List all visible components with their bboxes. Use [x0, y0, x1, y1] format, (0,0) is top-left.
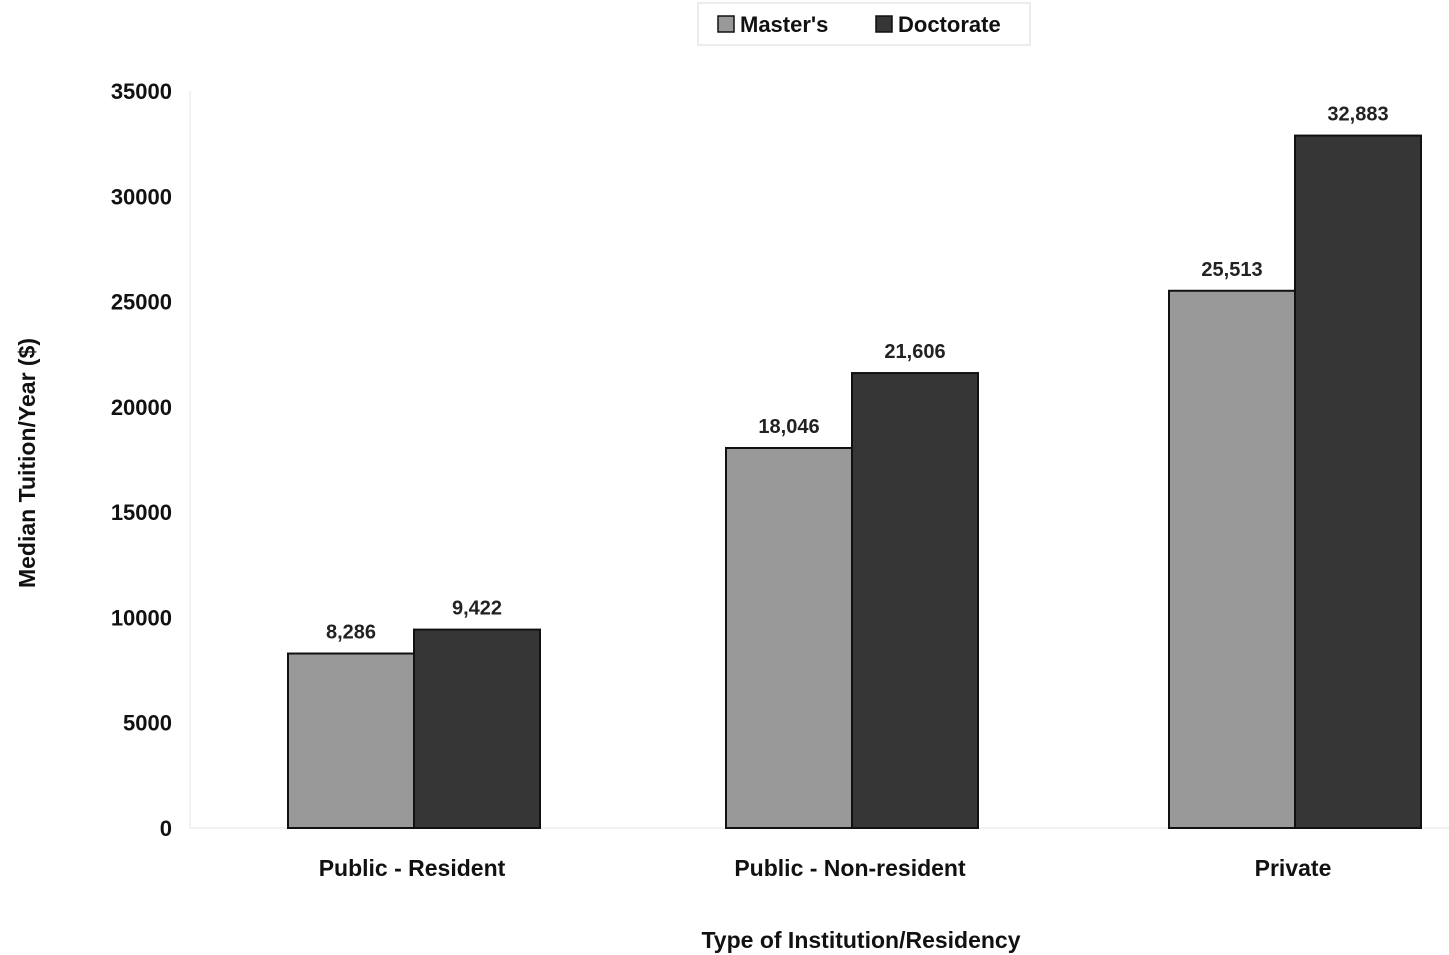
- x-axis-title: Type of Institution/Residency: [701, 927, 1020, 953]
- bar-masters: [287, 652, 415, 829]
- data-label-masters: 18,046: [758, 416, 819, 438]
- y-axis-ticks: 0 5000 10000 15000 20000 25000 30000 35000: [111, 79, 172, 841]
- bar-doctorate: [413, 628, 541, 830]
- y-axis-title: Median Tuition/Year ($): [14, 338, 40, 588]
- legend-swatch-masters: [717, 15, 735, 33]
- x-tick-label: Public - Resident: [319, 855, 506, 881]
- bar-doctorate: [851, 372, 979, 829]
- y-tick-label: 25000: [111, 290, 172, 315]
- bar-doctorate: [1294, 134, 1422, 830]
- y-tick-label: 0: [160, 816, 172, 841]
- x-axis-ticks: Public - Resident Public - Non-resident Pr…: [319, 855, 1332, 881]
- bar-masters: [725, 447, 853, 829]
- y-tick-label: 5000: [123, 711, 172, 736]
- legend-swatch-doctorate: [875, 15, 893, 33]
- y-tick-label: 15000: [111, 500, 172, 525]
- legend: Master's Doctorate: [697, 2, 1031, 46]
- bars: [287, 134, 1422, 830]
- bar-masters: [1168, 289, 1296, 829]
- data-label-masters: 8,286: [326, 622, 376, 644]
- data-label-doctorate: 9,422: [452, 598, 502, 620]
- data-label-masters: 25,513: [1201, 259, 1262, 281]
- data-label-doctorate: 32,883: [1327, 104, 1388, 126]
- y-tick-label: 10000: [111, 605, 172, 630]
- y-tick-label: 20000: [111, 395, 172, 420]
- legend-box: [697, 2, 1031, 46]
- data-label-doctorate: 21,606: [884, 341, 945, 363]
- x-tick-label: Public - Non-resident: [734, 855, 966, 881]
- legend-label-masters: Master's: [740, 12, 828, 37]
- y-tick-label: 35000: [111, 79, 172, 104]
- legend-label-doctorate: Doctorate: [898, 12, 1001, 37]
- data-labels: 8,286 9,422 18,046 21,606 25,513 32,883: [326, 104, 1389, 644]
- y-tick-label: 30000: [111, 184, 172, 209]
- x-tick-label: Private: [1255, 855, 1332, 881]
